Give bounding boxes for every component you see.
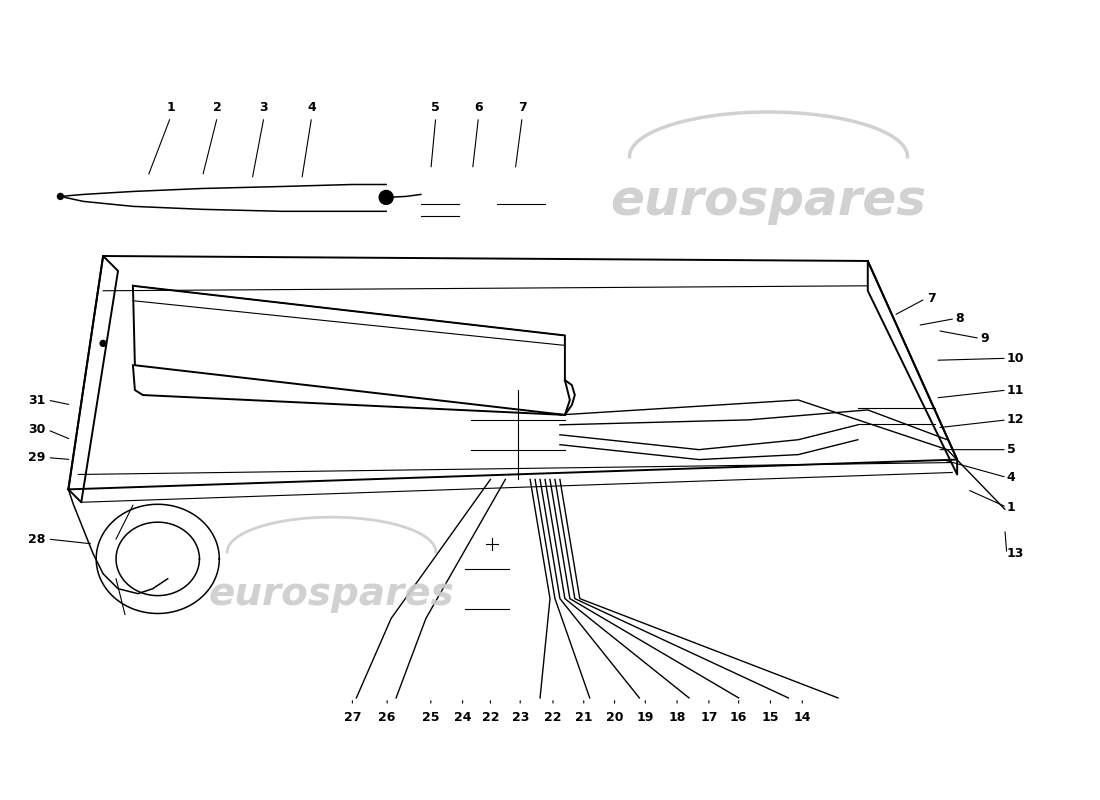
- Circle shape: [688, 413, 701, 427]
- Text: 26: 26: [378, 711, 396, 724]
- Text: 30: 30: [29, 423, 45, 436]
- Text: 18: 18: [669, 711, 685, 724]
- Circle shape: [992, 496, 1018, 522]
- Text: 31: 31: [29, 394, 45, 406]
- Text: 22: 22: [544, 711, 562, 724]
- Text: 15: 15: [761, 711, 779, 724]
- Text: 5: 5: [1006, 443, 1015, 456]
- Text: 7: 7: [518, 101, 527, 114]
- Text: eurospares: eurospares: [610, 178, 926, 226]
- Circle shape: [540, 430, 550, 440]
- Bar: [846, 306, 893, 347]
- Text: 6: 6: [474, 101, 483, 114]
- Circle shape: [432, 182, 448, 198]
- Text: 7: 7: [927, 292, 936, 306]
- Circle shape: [503, 183, 516, 198]
- Bar: [84, 609, 125, 622]
- Text: 10: 10: [1006, 352, 1024, 365]
- Bar: [647, 398, 659, 430]
- Bar: [471, 390, 565, 479]
- Text: 2: 2: [213, 101, 222, 114]
- Circle shape: [872, 411, 882, 421]
- Bar: [862, 454, 892, 477]
- Text: 9: 9: [980, 332, 989, 345]
- Circle shape: [51, 186, 70, 206]
- Circle shape: [525, 430, 535, 440]
- Bar: [858, 380, 935, 442]
- Text: 22: 22: [482, 711, 499, 724]
- Circle shape: [481, 400, 491, 410]
- Text: 23: 23: [512, 711, 529, 724]
- Circle shape: [79, 325, 91, 337]
- Circle shape: [623, 423, 637, 437]
- Text: 1: 1: [1006, 501, 1015, 514]
- Circle shape: [1000, 504, 1010, 514]
- Text: eurospares: eurospares: [209, 574, 454, 613]
- Circle shape: [869, 319, 882, 334]
- Text: 28: 28: [29, 533, 45, 546]
- Bar: [91, 499, 133, 512]
- Text: 4: 4: [307, 101, 316, 114]
- Bar: [654, 407, 674, 417]
- Circle shape: [100, 341, 106, 346]
- Circle shape: [500, 400, 510, 410]
- Text: 27: 27: [343, 711, 361, 724]
- Bar: [118, 610, 130, 621]
- Circle shape: [522, 186, 532, 195]
- Bar: [421, 177, 459, 228]
- Text: 29: 29: [29, 451, 45, 464]
- Circle shape: [79, 352, 91, 364]
- Circle shape: [537, 519, 553, 535]
- Bar: [556, 393, 576, 405]
- Bar: [647, 400, 660, 434]
- Bar: [68, 310, 113, 385]
- Circle shape: [481, 430, 491, 440]
- Bar: [126, 500, 138, 511]
- Text: 3: 3: [260, 101, 268, 114]
- Circle shape: [850, 318, 866, 334]
- Text: 1: 1: [166, 101, 175, 114]
- Bar: [520, 527, 558, 542]
- Circle shape: [601, 423, 615, 437]
- Circle shape: [902, 388, 913, 400]
- Text: 8: 8: [955, 312, 964, 325]
- Text: 11: 11: [1006, 383, 1024, 397]
- Circle shape: [484, 535, 502, 553]
- Circle shape: [717, 423, 730, 437]
- Circle shape: [379, 190, 393, 204]
- Circle shape: [57, 194, 64, 199]
- Bar: [497, 177, 544, 228]
- Text: 21: 21: [575, 711, 593, 724]
- Circle shape: [525, 400, 535, 410]
- Bar: [692, 412, 712, 422]
- Text: 16: 16: [730, 711, 747, 724]
- Bar: [556, 519, 590, 533]
- Circle shape: [652, 418, 667, 432]
- Circle shape: [871, 387, 884, 401]
- Text: 17: 17: [700, 711, 717, 724]
- Text: 5: 5: [431, 101, 440, 114]
- Text: 19: 19: [637, 711, 654, 724]
- Bar: [724, 417, 744, 427]
- Text: 4: 4: [1006, 471, 1015, 484]
- Circle shape: [902, 411, 913, 421]
- Bar: [464, 554, 509, 629]
- Circle shape: [500, 430, 510, 440]
- Circle shape: [866, 461, 876, 470]
- Circle shape: [880, 461, 890, 470]
- Circle shape: [540, 400, 550, 410]
- Text: 12: 12: [1006, 414, 1024, 426]
- Text: 13: 13: [1006, 547, 1024, 561]
- Text: 20: 20: [606, 711, 624, 724]
- Text: 14: 14: [793, 711, 811, 724]
- Text: 25: 25: [422, 711, 440, 724]
- Text: 24: 24: [454, 711, 472, 724]
